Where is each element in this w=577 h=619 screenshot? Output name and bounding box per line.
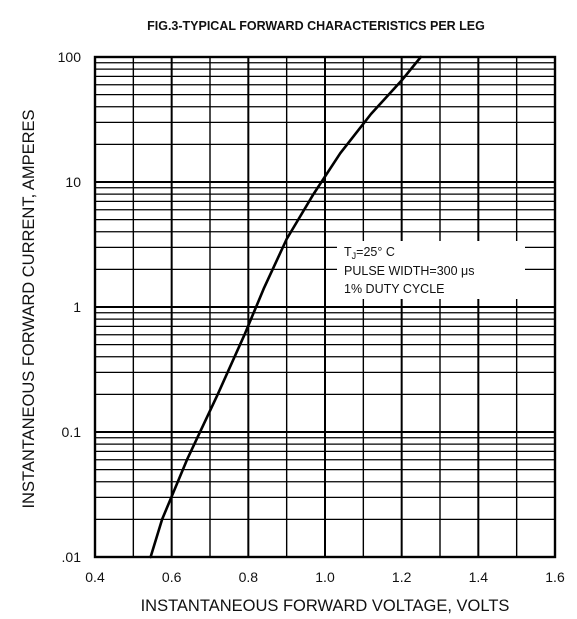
x-tick-label: 0.4 [85, 569, 105, 585]
x-tick-label: 0.6 [162, 569, 182, 585]
note-line-2: PULSE WIDTH=300 μs [344, 264, 475, 278]
note-line-3: 1% DUTY CYCLE [344, 282, 445, 296]
y-tick-label: 0.1 [62, 424, 82, 440]
note-line-1: TJ=25° C [344, 245, 395, 261]
y-tick-label: 1 [73, 299, 81, 315]
forward-current-curve [149, 55, 423, 559]
x-axis-title: INSTANTANEOUS FORWARD VOLTAGE, VOLTS [141, 597, 510, 615]
x-tick-label: 1.2 [392, 569, 412, 585]
x-tick-label: 1.6 [545, 569, 565, 585]
tick-labels: 0.4 0.6 0.8 1.0 1.2 1.4 1.6 .01 0.1 1 10 100 [58, 49, 565, 585]
test-conditions-note: TJ=25° C PULSE WIDTH=300 μs 1% DUTY CYCL… [337, 241, 525, 299]
grid-lines [94, 57, 556, 558]
y-axis-title: INSTANTANEOUS FORWARD CURRENT, AMPERES [20, 109, 38, 508]
y-tick-label: 10 [65, 174, 81, 190]
y-tick-label: .01 [62, 549, 82, 565]
plot-frame [93, 55, 557, 559]
x-tick-label: 0.8 [239, 569, 259, 585]
x-tick-label: 1.4 [469, 569, 489, 585]
note-backdrop [337, 241, 525, 299]
note-tj-rest: =25° C [356, 245, 395, 259]
chart-title: FIG.3-TYPICAL FORWARD CHARACTERISTICS PE… [147, 19, 485, 33]
data-series [149, 55, 423, 559]
note-tj-base: T [344, 245, 352, 259]
y-tick-label: 100 [58, 49, 82, 65]
note-tj-sub: J [352, 251, 357, 261]
x-tick-label: 1.0 [315, 569, 335, 585]
